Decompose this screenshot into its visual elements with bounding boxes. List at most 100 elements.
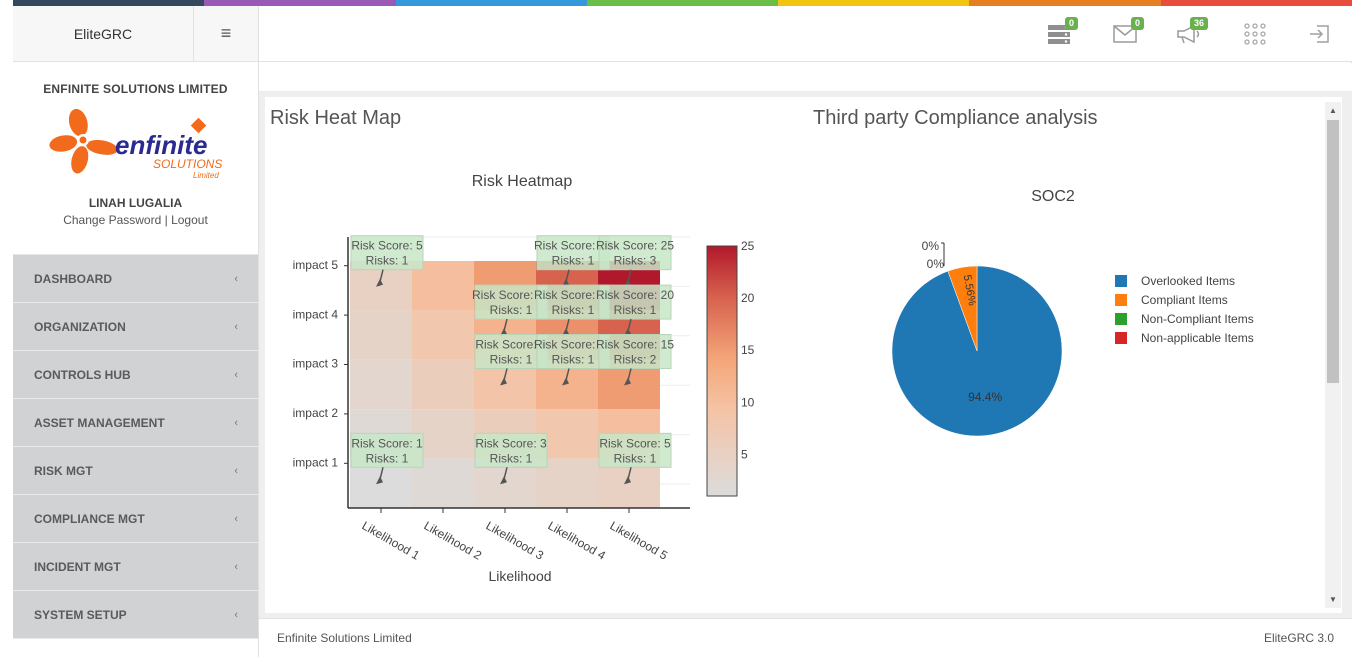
sidebar-item-label: CONTROLS HUB	[34, 367, 131, 382]
heatmap-cell[interactable]	[350, 359, 412, 410]
annotation-count: Risks: 2	[614, 353, 657, 367]
link-separator: |	[164, 213, 168, 227]
top-color-stripes	[13, 0, 1352, 6]
footer-company: Enfinite Solutions Limited	[277, 631, 412, 645]
sidebar-item-dashboard[interactable]: DASHBOARD ‹	[13, 255, 258, 303]
legend-label[interactable]: Non-applicable Items	[1141, 331, 1254, 345]
chevron-left-icon: ‹	[234, 560, 238, 573]
hamburger-icon[interactable]: ≡	[220, 23, 232, 43]
annotation-count: Risks: 1	[366, 254, 409, 268]
heatmap-annotation-box	[598, 284, 672, 320]
logo-sub: SOLUTIONS	[153, 157, 222, 171]
annotation-score: Risk Score: 5	[599, 436, 671, 450]
user-name: LINAH LUGALIA	[88, 196, 183, 210]
heatmap-title: Risk Heatmap	[472, 173, 573, 190]
sidebar-item-asset-management[interactable]: ASSET MANAGEMENT ‹	[13, 399, 258, 447]
annotation-score: Risk Score: 3	[475, 436, 547, 450]
sign-out-icon[interactable]	[1306, 21, 1332, 47]
sidebar-item-compliance-mgt[interactable]: COMPLIANCE MGT ‹	[13, 495, 258, 543]
footer-version: EliteGRC 3.0	[1263, 631, 1334, 645]
x-tick-label: Likelihood 3	[484, 518, 547, 562]
heatmap-cell[interactable]	[350, 310, 412, 360]
sidebar-item-organization[interactable]: ORGANIZATION ‹	[13, 303, 258, 351]
server-badge: 0	[1064, 17, 1078, 30]
app-name[interactable]: EliteGRC	[13, 6, 194, 61]
mail-badge: 0	[1130, 17, 1144, 30]
legend-swatch[interactable]	[1115, 332, 1127, 344]
heatmap-annotation-box	[536, 284, 610, 320]
annotation-count: Risks: 1	[366, 451, 409, 465]
colorbar-tick-label: 20	[741, 291, 755, 305]
pie-slice-label: 5.56%	[961, 274, 978, 307]
annotation-count: Risks: 1	[614, 451, 657, 465]
chevron-left-icon: ‹	[234, 368, 238, 381]
apps-grid-icon[interactable]	[1242, 21, 1268, 47]
scrollbar-thumb[interactable]	[1327, 120, 1339, 383]
heatmap-cell[interactable]	[412, 310, 474, 360]
brand-bar: EliteGRC ≡	[13, 6, 258, 62]
annotation-count: Risks: 1	[614, 303, 657, 317]
pie-slice[interactable]	[947, 265, 978, 352]
color-stripe	[204, 0, 396, 6]
scroll-down-arrow-icon[interactable]: ▼	[1329, 594, 1337, 604]
chevron-left-icon: ‹	[234, 272, 238, 285]
annotation-arrowhead	[376, 476, 383, 485]
sidebar-item-risk-mgt[interactable]: RISK MGT ‹	[13, 447, 258, 495]
legend-label[interactable]: Overlooked Items	[1141, 274, 1235, 288]
x-tick-label: Likelihood 4	[546, 518, 609, 562]
profile-links: Change Password | Logout	[13, 213, 258, 227]
scroll-up-arrow-icon[interactable]: ▲	[1329, 105, 1337, 115]
annotation-count: Risks: 1	[490, 451, 533, 465]
logout-link[interactable]: Logout	[171, 213, 208, 227]
risk-heatmap-chart: Risk Heatmap impact 1 impact 2 impact 3 impa…	[293, 173, 755, 584]
company-logo: enfinite SOLUTIONS Limited	[41, 106, 231, 186]
color-stripe	[13, 0, 205, 6]
chevron-left-icon: ‹	[234, 464, 238, 477]
annotation-score: Risk Score: 25	[596, 239, 674, 253]
heatmap-cell[interactable]	[412, 359, 474, 410]
annotation-score: Risk Score: 15	[596, 338, 674, 352]
mail-icon[interactable]: 0	[1112, 17, 1144, 47]
annotation-score: Risk Score: 20	[534, 239, 612, 253]
annotation-score: Risk Score: 1	[351, 436, 423, 450]
y-tick-label: impact 2	[293, 406, 339, 420]
legend-swatch[interactable]	[1115, 294, 1127, 306]
profile-section: ENFINITE SOLUTIONS LIMITED enfinite SOLU…	[13, 62, 258, 255]
annotation-count: Risks: 1	[552, 353, 595, 367]
x-tick-label: Likelihood 1	[360, 518, 423, 562]
chevron-left-icon: ‹	[234, 608, 238, 621]
announcement-badge: 36	[1189, 17, 1208, 30]
sidebar-item-system-setup[interactable]: SYSTEM SETUP ‹	[13, 591, 258, 639]
annotation-score: Risk Score: 5	[351, 239, 423, 253]
annotation-count: Risks: 1	[490, 353, 533, 367]
y-tick-label: impact 5	[293, 258, 339, 272]
heatmap-annotation-box	[598, 432, 672, 468]
x-axis-title: Likelihood	[488, 568, 551, 584]
heatmap-annotation-box	[350, 235, 424, 271]
sidebar-item-controls-hub[interactable]: CONTROLS HUB ‹	[13, 351, 258, 399]
change-password-link[interactable]: Change Password	[63, 213, 162, 227]
heatmap-annotation-box	[350, 432, 424, 468]
annotation-score: Risk Score: 16	[534, 288, 612, 302]
server-icon[interactable]: 0	[1046, 17, 1078, 47]
legend-label[interactable]: Non-Compliant Items	[1141, 312, 1254, 326]
megaphone-icon[interactable]: 36	[1176, 17, 1208, 47]
heatmap-annotation-box	[474, 334, 548, 369]
sub-header	[259, 63, 1352, 92]
colorbar-tick-label: 25	[741, 239, 755, 253]
legend-swatch[interactable]	[1115, 275, 1127, 287]
annotation-score: Risk Score: 12	[534, 338, 612, 352]
top-header: 0 0 36	[259, 6, 1352, 62]
color-stripe	[586, 0, 779, 6]
sidebar-item-incident-mgt[interactable]: INCIDENT MGT ‹	[13, 543, 258, 591]
annotation-arrowhead	[562, 377, 569, 386]
heatmap-annotation-box	[598, 235, 672, 271]
chevron-left-icon: ‹	[234, 320, 238, 333]
annotation-arrowhead	[500, 476, 507, 485]
heatmap-annotation-box	[474, 432, 548, 468]
legend-swatch[interactable]	[1115, 313, 1127, 325]
annotation-score: Risk Score: 20	[596, 288, 674, 302]
color-stripe	[1160, 0, 1352, 6]
colorbar-tick-label: 5	[741, 447, 748, 461]
legend-label[interactable]: Compliant Items	[1141, 293, 1228, 307]
